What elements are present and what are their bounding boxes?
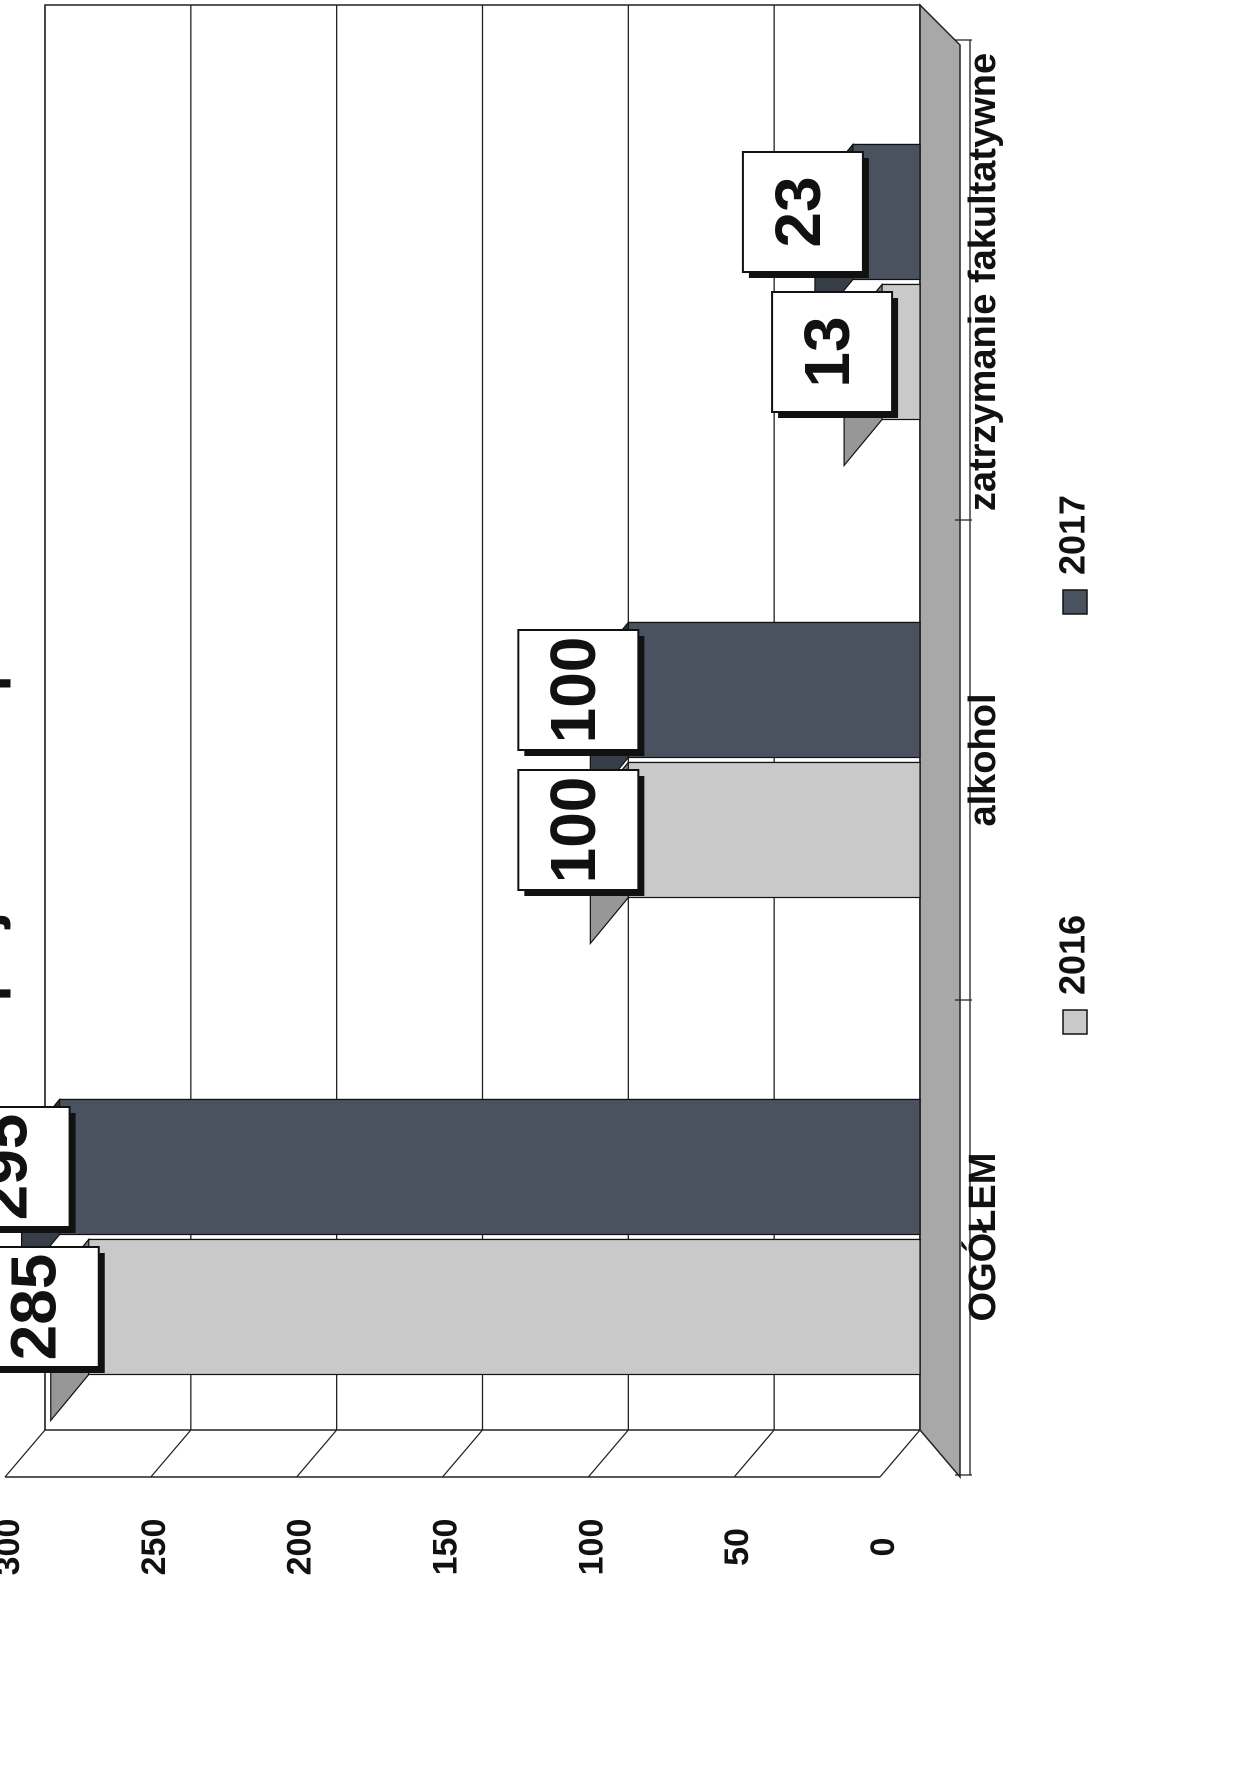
- bar: [58, 1098, 921, 1236]
- data-label: 100: [537, 637, 609, 744]
- plot-floor: [919, 3, 961, 1480]
- legend-swatch: [1062, 589, 1088, 615]
- legend-swatch: [1062, 1009, 1088, 1035]
- category-label: zatrzymanie fakultatywne: [962, 53, 1004, 511]
- y-tick-label: 250: [135, 1519, 173, 1576]
- data-label-box: [517, 629, 640, 751]
- y-tick-label: 150: [426, 1519, 464, 1576]
- y-tick-label: 300: [0, 1519, 27, 1576]
- chart-title: pojazdami przez WRD: [0, 378, 11, 1001]
- data-label: 23: [762, 176, 834, 247]
- data-label: 295: [0, 1114, 40, 1221]
- bar: [88, 1238, 921, 1376]
- data-label-box: [0, 1106, 71, 1228]
- legend-label: 2017: [1052, 495, 1093, 575]
- y-tick-label: 100: [572, 1519, 610, 1576]
- data-label: 13: [791, 316, 863, 387]
- axis-tick: [442, 1429, 483, 1478]
- data-label-box: [517, 769, 640, 891]
- y-tick-label: 200: [281, 1519, 319, 1576]
- y-tick-label: 0: [864, 1538, 902, 1557]
- axis-tick: [587, 1429, 629, 1478]
- data-label-box: [771, 291, 894, 413]
- axis-tick: [4, 1429, 46, 1478]
- axis-tick: [150, 1429, 192, 1478]
- axis-tick: [879, 1429, 921, 1478]
- category-label: OGÓŁEM: [960, 1153, 1004, 1322]
- legend-label: 2016: [1052, 915, 1093, 995]
- bar: [627, 621, 921, 759]
- axis-tick: [296, 1429, 338, 1478]
- data-label: 285: [0, 1254, 70, 1361]
- data-label-box: [0, 1246, 100, 1368]
- y-tick-label: 50: [718, 1528, 756, 1566]
- category-label: alkohol: [962, 693, 1004, 826]
- data-label-box: [741, 151, 864, 273]
- data-label: 100: [537, 777, 609, 884]
- axis-tick: [733, 1429, 775, 1478]
- bar: [627, 761, 921, 899]
